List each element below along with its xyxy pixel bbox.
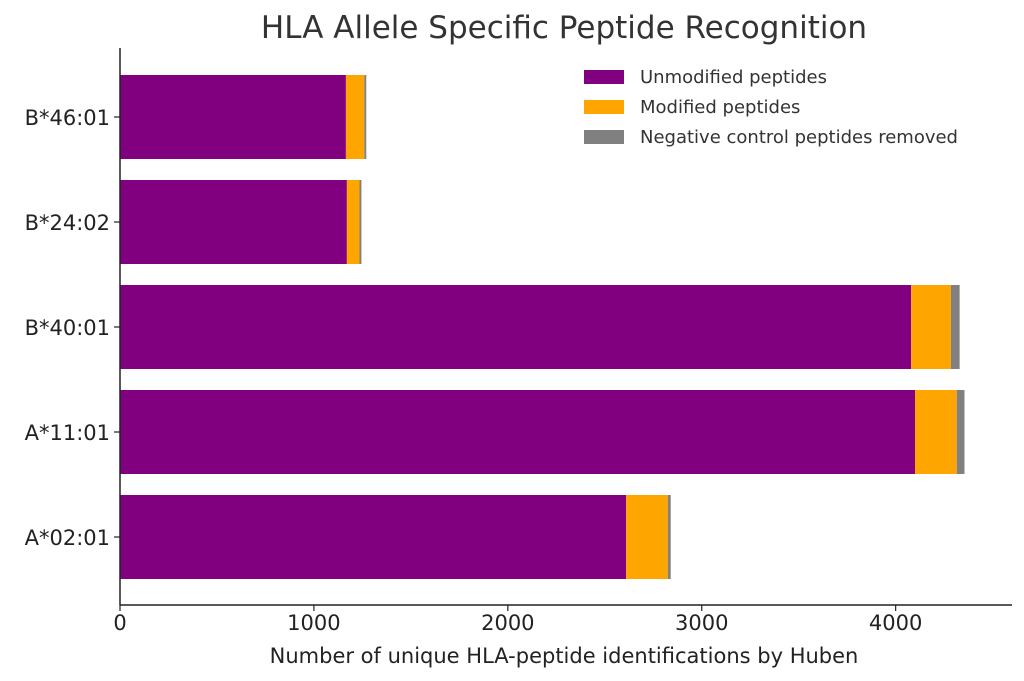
legend-label-modified-peptides: Modified peptides	[640, 97, 800, 118]
x-tick-label: 2000	[481, 611, 534, 635]
bar-a-02-01-modified-peptides	[626, 495, 668, 579]
bars-group	[120, 75, 965, 579]
bar-b-46-01-modified-peptides	[345, 75, 365, 159]
bar-a-02-01-unmodified-peptides	[120, 495, 627, 579]
bar-a-02-01-negative-control-peptides-removed	[667, 495, 671, 579]
y-tick-label-a-02-01: A*02:01	[25, 526, 110, 550]
bar-a-11-01-modified-peptides	[915, 390, 957, 474]
bar-b-24-02-unmodified-peptides	[120, 180, 347, 264]
x-axis-label: Number of unique HLA-peptide identificat…	[270, 644, 859, 668]
bar-b-46-01-negative-control-peptides-removed	[364, 75, 367, 159]
y-tick-label-a-11-01: A*11:01	[25, 421, 110, 445]
bar-b-46-01-unmodified-peptides	[120, 75, 346, 159]
bar-b-40-01-negative-control-peptides-removed	[950, 285, 960, 369]
bar-b-24-02-negative-control-peptides-removed	[359, 180, 362, 264]
bar-a-11-01-negative-control-peptides-removed	[956, 390, 965, 474]
bar-b-40-01-unmodified-peptides	[120, 285, 912, 369]
chart-title: HLA Allele Specific Peptide Recognition	[261, 10, 867, 46]
bar-b-24-02-modified-peptides	[346, 180, 360, 264]
x-tick-label: 3000	[675, 611, 728, 635]
x-ticks-group: 0 1000 2000 3000 4000	[113, 605, 922, 635]
legend-swatch-modified-peptides	[584, 100, 624, 114]
x-tick-label: 0	[113, 611, 126, 635]
y-tick-label-b-24-02: B*24:02	[25, 211, 110, 235]
legend-swatch-negative-control-peptides-removed	[584, 130, 624, 144]
y-tick-label-b-46-01: B*46:01	[25, 106, 110, 130]
legend-label-unmodified-peptides: Unmodified peptides	[640, 67, 827, 88]
legend: Unmodified peptides Modified peptides Nega…	[584, 67, 958, 148]
x-tick-label: 1000	[287, 611, 340, 635]
x-tick-label: 4000	[869, 611, 922, 635]
y-ticks-group: B*46:01 B*24:02 B*40:01 A*11:01 A*02:01	[25, 106, 120, 550]
y-tick-label-b-40-01: B*40:01	[25, 316, 110, 340]
legend-swatch-unmodified-peptides	[584, 70, 624, 84]
bar-a-11-01-unmodified-peptides	[120, 390, 916, 474]
legend-label-negative-control-peptides-removed: Negative control peptides removed	[640, 127, 958, 148]
bar-b-40-01-modified-peptides	[911, 285, 951, 369]
